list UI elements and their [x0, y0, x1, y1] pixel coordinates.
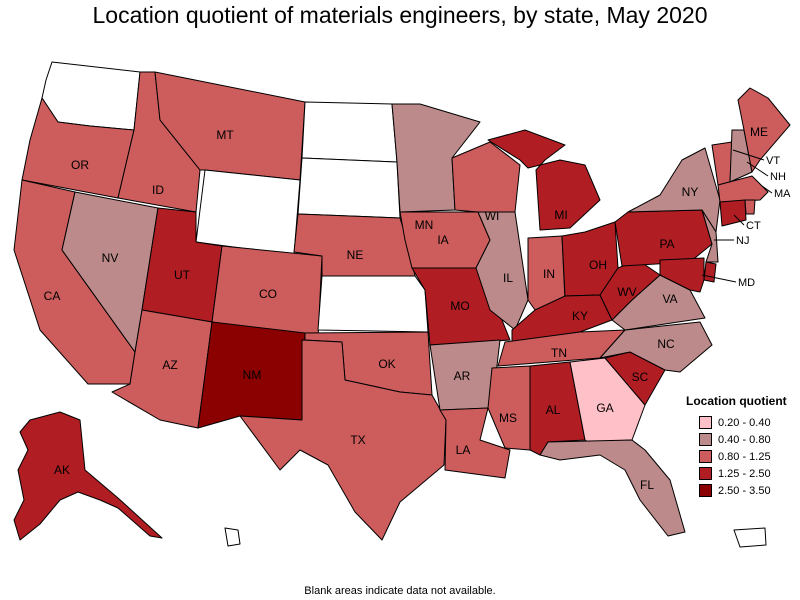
state-ri[interactable]	[744, 199, 756, 215]
state-ak[interactable]	[13, 411, 163, 541]
state-mi[interactable]	[487, 129, 601, 231]
state-label-me: ME	[750, 125, 768, 139]
state-label-az: AZ	[162, 358, 177, 372]
state-label-tn: TN	[551, 346, 567, 360]
state-label-ga: GA	[596, 401, 613, 415]
state-label-fl: FL	[640, 478, 654, 492]
legend-item: 2.50 - 3.50	[686, 482, 796, 499]
leader-line-vt	[732, 149, 765, 161]
state-label-wv: WV	[617, 285, 636, 299]
state-pr[interactable]	[733, 527, 767, 548]
state-label-ne: NE	[347, 248, 364, 262]
legend-swatch	[699, 467, 712, 480]
legend: Location quotient 0.20 - 0.40 0.40 - 0.80…	[686, 394, 796, 499]
legend-item: 0.40 - 0.80	[686, 431, 796, 448]
state-label-ia: IA	[437, 233, 448, 247]
state-label-vt: VT	[766, 155, 780, 167]
legend-swatch	[699, 433, 712, 446]
state-ct[interactable]	[719, 199, 747, 227]
legend-label: 0.20 - 0.40	[718, 416, 771, 429]
state-label-mn: MN	[415, 218, 434, 232]
state-label-id: ID	[152, 183, 164, 197]
state-label-nj: NJ	[736, 235, 749, 247]
state-label-ca: CA	[44, 289, 61, 303]
state-label-va: VA	[662, 292, 677, 306]
legend-title: Location quotient	[686, 394, 787, 408]
state-md[interactable]	[659, 257, 705, 293]
state-label-ak: AK	[54, 463, 70, 477]
state-label-ct: CT	[746, 220, 761, 232]
leader-line-ct	[733, 214, 745, 226]
state-me[interactable]	[737, 87, 791, 173]
state-label-or: OR	[71, 158, 89, 172]
state-label-ut: UT	[174, 268, 191, 282]
legend-item: 0.20 - 0.40	[686, 414, 796, 431]
state-ms[interactable]	[487, 365, 531, 451]
state-label-ky: KY	[572, 309, 588, 323]
state-label-ar: AR	[454, 369, 471, 383]
leader-line-md	[701, 274, 737, 283]
legend-item: 0.80 - 1.25	[686, 448, 796, 465]
state-ks[interactable]	[317, 275, 429, 333]
state-ma[interactable]	[717, 175, 769, 203]
state-nj[interactable]	[701, 209, 719, 263]
legend-label: 2.50 - 3.50	[718, 484, 771, 497]
state-label-co: CO	[259, 287, 277, 301]
legend-swatch	[699, 450, 712, 463]
legend-label: 0.80 - 1.25	[718, 450, 771, 463]
leader-line-nh	[746, 161, 769, 177]
state-label-ok: OK	[378, 357, 395, 371]
state-sd[interactable]	[297, 157, 401, 219]
state-label-in: IN	[543, 267, 555, 281]
legend-swatch	[699, 416, 712, 429]
leader-line-ma	[761, 185, 773, 194]
state-label-mi: MI	[554, 208, 567, 222]
state-label-wi: WI	[485, 209, 500, 223]
state-label-nc: NC	[657, 337, 675, 351]
state-label-nh: NH	[770, 171, 786, 183]
legend-swatch	[699, 484, 712, 497]
state-nd[interactable]	[301, 101, 398, 163]
state-label-nm: NM	[243, 368, 262, 382]
legend-label: 1.25 - 2.50	[718, 467, 771, 480]
state-nc[interactable]	[599, 321, 713, 373]
footnote: Blank areas indicate data not available.	[304, 585, 496, 597]
state-vt[interactable]	[711, 141, 733, 186]
state-label-oh: OH	[589, 258, 607, 272]
state-label-ny: NY	[682, 185, 699, 199]
state-label-la: LA	[456, 443, 471, 457]
state-label-ma: MA	[774, 188, 791, 200]
state-fl[interactable]	[539, 439, 686, 537]
state-de[interactable]	[703, 261, 717, 283]
state-wy[interactable]	[195, 169, 301, 256]
state-label-sc: SC	[632, 370, 649, 384]
legend-item: 1.25 - 2.50	[686, 465, 796, 482]
state-label-md: MD	[738, 277, 755, 289]
state-label-nv: NV	[102, 251, 119, 265]
state-la[interactable]	[439, 407, 511, 479]
state-label-al: AL	[546, 403, 561, 417]
state-label-mt: MT	[216, 128, 234, 142]
state-label-ms: MS	[499, 411, 517, 425]
state-label-pa: PA	[659, 237, 674, 251]
state-label-tx: TX	[350, 433, 365, 447]
state-tx[interactable]	[239, 339, 447, 541]
state-il[interactable]	[475, 211, 529, 331]
state-label-mo: MO	[450, 299, 469, 313]
legend-label: 0.40 - 0.80	[718, 433, 771, 446]
map-title: Location quotient of materials engineers…	[92, 2, 708, 28]
state-hi[interactable]	[224, 527, 241, 547]
state-label-il: IL	[503, 271, 513, 285]
